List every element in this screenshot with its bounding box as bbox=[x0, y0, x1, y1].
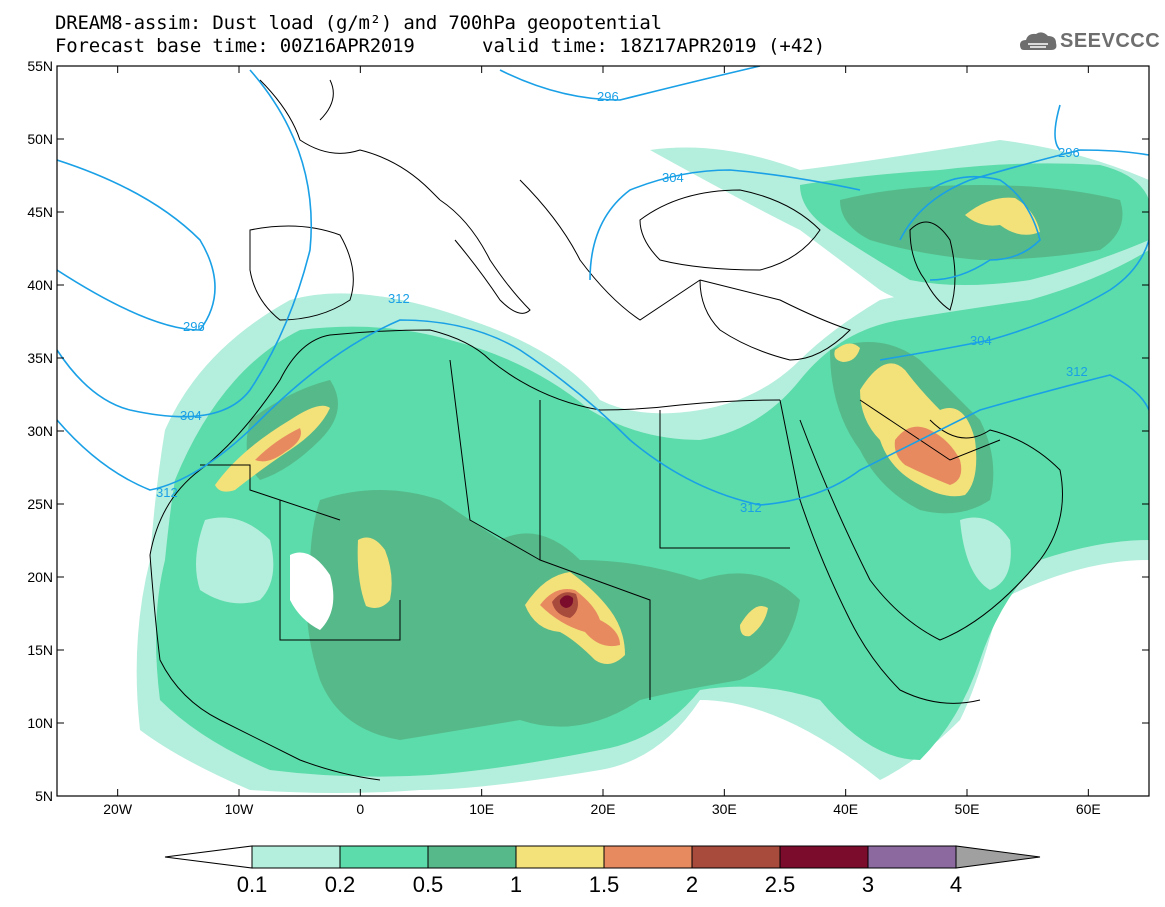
dust-band-1.5 bbox=[255, 428, 301, 462]
contour-296-west bbox=[57, 159, 216, 331]
contour-312-west bbox=[57, 319, 1149, 506]
clear-patch bbox=[290, 552, 334, 630]
contour-label: 304 bbox=[970, 333, 992, 348]
lon-tick-label: 30E bbox=[712, 801, 737, 817]
colorbar-label: 0.5 bbox=[413, 872, 444, 897]
longitude-labels: 20W 10W 0 10E 20E 30E 40E 50E 60E bbox=[103, 801, 1101, 817]
colorbar-low-arrow bbox=[164, 845, 253, 869]
colorbar-swatch bbox=[427, 845, 517, 869]
clear-patch-3 bbox=[960, 517, 1011, 590]
colorbar-swatch bbox=[603, 845, 693, 869]
dust-band-2.5 bbox=[559, 595, 574, 608]
border-5 bbox=[200, 464, 341, 521]
colorbar-label: 1 bbox=[510, 872, 522, 897]
colorbar-swatch bbox=[691, 845, 781, 869]
colorbar-label: 3 bbox=[862, 872, 874, 897]
contour-label: 312 bbox=[388, 291, 410, 306]
lat-tick-label: 5N bbox=[35, 788, 53, 804]
coast-caspian bbox=[909, 221, 956, 311]
latitude-labels: 55N 50N 45N 40N 35N 30N 25N 20N 15N 10N 5N bbox=[27, 58, 53, 804]
contour-304-west bbox=[57, 69, 313, 418]
colorbar-label: 1.5 bbox=[589, 872, 620, 897]
colorbar-swatch bbox=[867, 845, 957, 869]
contour-label: 296 bbox=[183, 319, 205, 334]
contour-312-north bbox=[499, 66, 761, 101]
logo-text: SEEVCCC bbox=[1060, 30, 1161, 52]
colorbar-label: 0.1 bbox=[237, 872, 268, 897]
contour-label: 296 bbox=[1058, 145, 1080, 160]
border-6 bbox=[859, 399, 1001, 461]
border-3 bbox=[659, 410, 790, 549]
lon-tick-label: 40E bbox=[833, 801, 858, 817]
valid-time: valid time: 18Z17APR2019 (+42) bbox=[482, 35, 826, 57]
coast-france-uk bbox=[259, 79, 441, 201]
map-title: DREAM8-assim: Dust load (g/m²) and 700hP… bbox=[55, 12, 662, 34]
contour-304-ne bbox=[1054, 104, 1061, 151]
contour-label: 312 bbox=[156, 485, 178, 500]
dust-band-1-syria bbox=[834, 343, 860, 362]
lat-tick-label: 45N bbox=[27, 204, 53, 220]
clear-patch-2 bbox=[196, 517, 274, 604]
coast-redsea bbox=[779, 399, 981, 704]
lon-tick-label: 60E bbox=[1076, 801, 1101, 817]
lat-tick-label: 15N bbox=[27, 642, 53, 658]
colorbar-label: 0.2 bbox=[325, 872, 356, 897]
colorbar: 0.1 0.2 0.5 1 1.5 2 2.5 3 4 bbox=[164, 845, 1041, 897]
border-1 bbox=[449, 359, 541, 561]
lat-tick-label: 10N bbox=[27, 715, 53, 731]
contour-label: 312 bbox=[1066, 364, 1088, 379]
contour-labels: 312 304 296 312 304 296 312 304 312 296 bbox=[156, 89, 1088, 515]
dust-field bbox=[136, 140, 1149, 793]
dust-band-1-sudan bbox=[740, 606, 768, 637]
lat-tick-label: 50N bbox=[27, 131, 53, 147]
axis-ticks bbox=[57, 65, 1149, 797]
forecast-base-time: Forecast base time: 00Z16APR2019 bbox=[55, 35, 415, 57]
contour-label: 312 bbox=[740, 500, 762, 515]
coast-arabia bbox=[799, 419, 1063, 641]
lat-tick-label: 40N bbox=[27, 277, 53, 293]
lon-tick-label: 20E bbox=[591, 801, 616, 817]
lat-tick-label: 55N bbox=[27, 58, 53, 74]
coastlines bbox=[149, 79, 1063, 781]
colorbar-swatch bbox=[339, 845, 429, 869]
contour-label: 304 bbox=[662, 170, 684, 185]
coast-turkey bbox=[699, 279, 851, 361]
lat-tick-label: 20N bbox=[27, 569, 53, 585]
border-4 bbox=[279, 500, 401, 641]
dust-band-1-mali bbox=[357, 537, 392, 608]
lon-tick-label: 20W bbox=[103, 801, 133, 817]
colorbar-label: 2 bbox=[686, 872, 698, 897]
coast-blacksea bbox=[639, 189, 821, 271]
lat-tick-label: 25N bbox=[27, 496, 53, 512]
coast-balkans bbox=[519, 179, 701, 321]
colorbar-swatch bbox=[251, 845, 341, 869]
colorbar-swatch bbox=[779, 845, 869, 869]
colorbar-label: 4 bbox=[950, 872, 962, 897]
coast-italy bbox=[439, 199, 531, 314]
geopotential-contours bbox=[57, 66, 1149, 506]
contour-296-east bbox=[899, 149, 1149, 241]
coast-africa-north bbox=[149, 329, 781, 556]
contour-label: 296 bbox=[597, 89, 619, 104]
colorbar-high-arrow bbox=[955, 845, 1041, 869]
colorbar-swatch bbox=[515, 845, 605, 869]
lon-tick-label: 0 bbox=[356, 801, 364, 817]
contour-label: 304 bbox=[180, 408, 202, 423]
lon-tick-label: 10W bbox=[225, 801, 255, 817]
contour-304-east bbox=[879, 239, 1149, 361]
contour-296-loop bbox=[929, 175, 1041, 281]
lon-tick-label: 50E bbox=[955, 801, 980, 817]
dust-band-1-kaz bbox=[965, 197, 1040, 235]
lat-tick-label: 35N bbox=[27, 350, 53, 366]
cloud-logo-icon bbox=[1020, 32, 1057, 50]
lon-tick-label: 10E bbox=[469, 801, 494, 817]
lat-tick-label: 30N bbox=[27, 423, 53, 439]
colorbar-label: 2.5 bbox=[765, 872, 796, 897]
dust-band-1.5-iraq bbox=[894, 426, 962, 485]
border-2 bbox=[539, 400, 651, 700]
coast-africa-west bbox=[149, 554, 381, 781]
contour-304-central bbox=[589, 169, 861, 281]
